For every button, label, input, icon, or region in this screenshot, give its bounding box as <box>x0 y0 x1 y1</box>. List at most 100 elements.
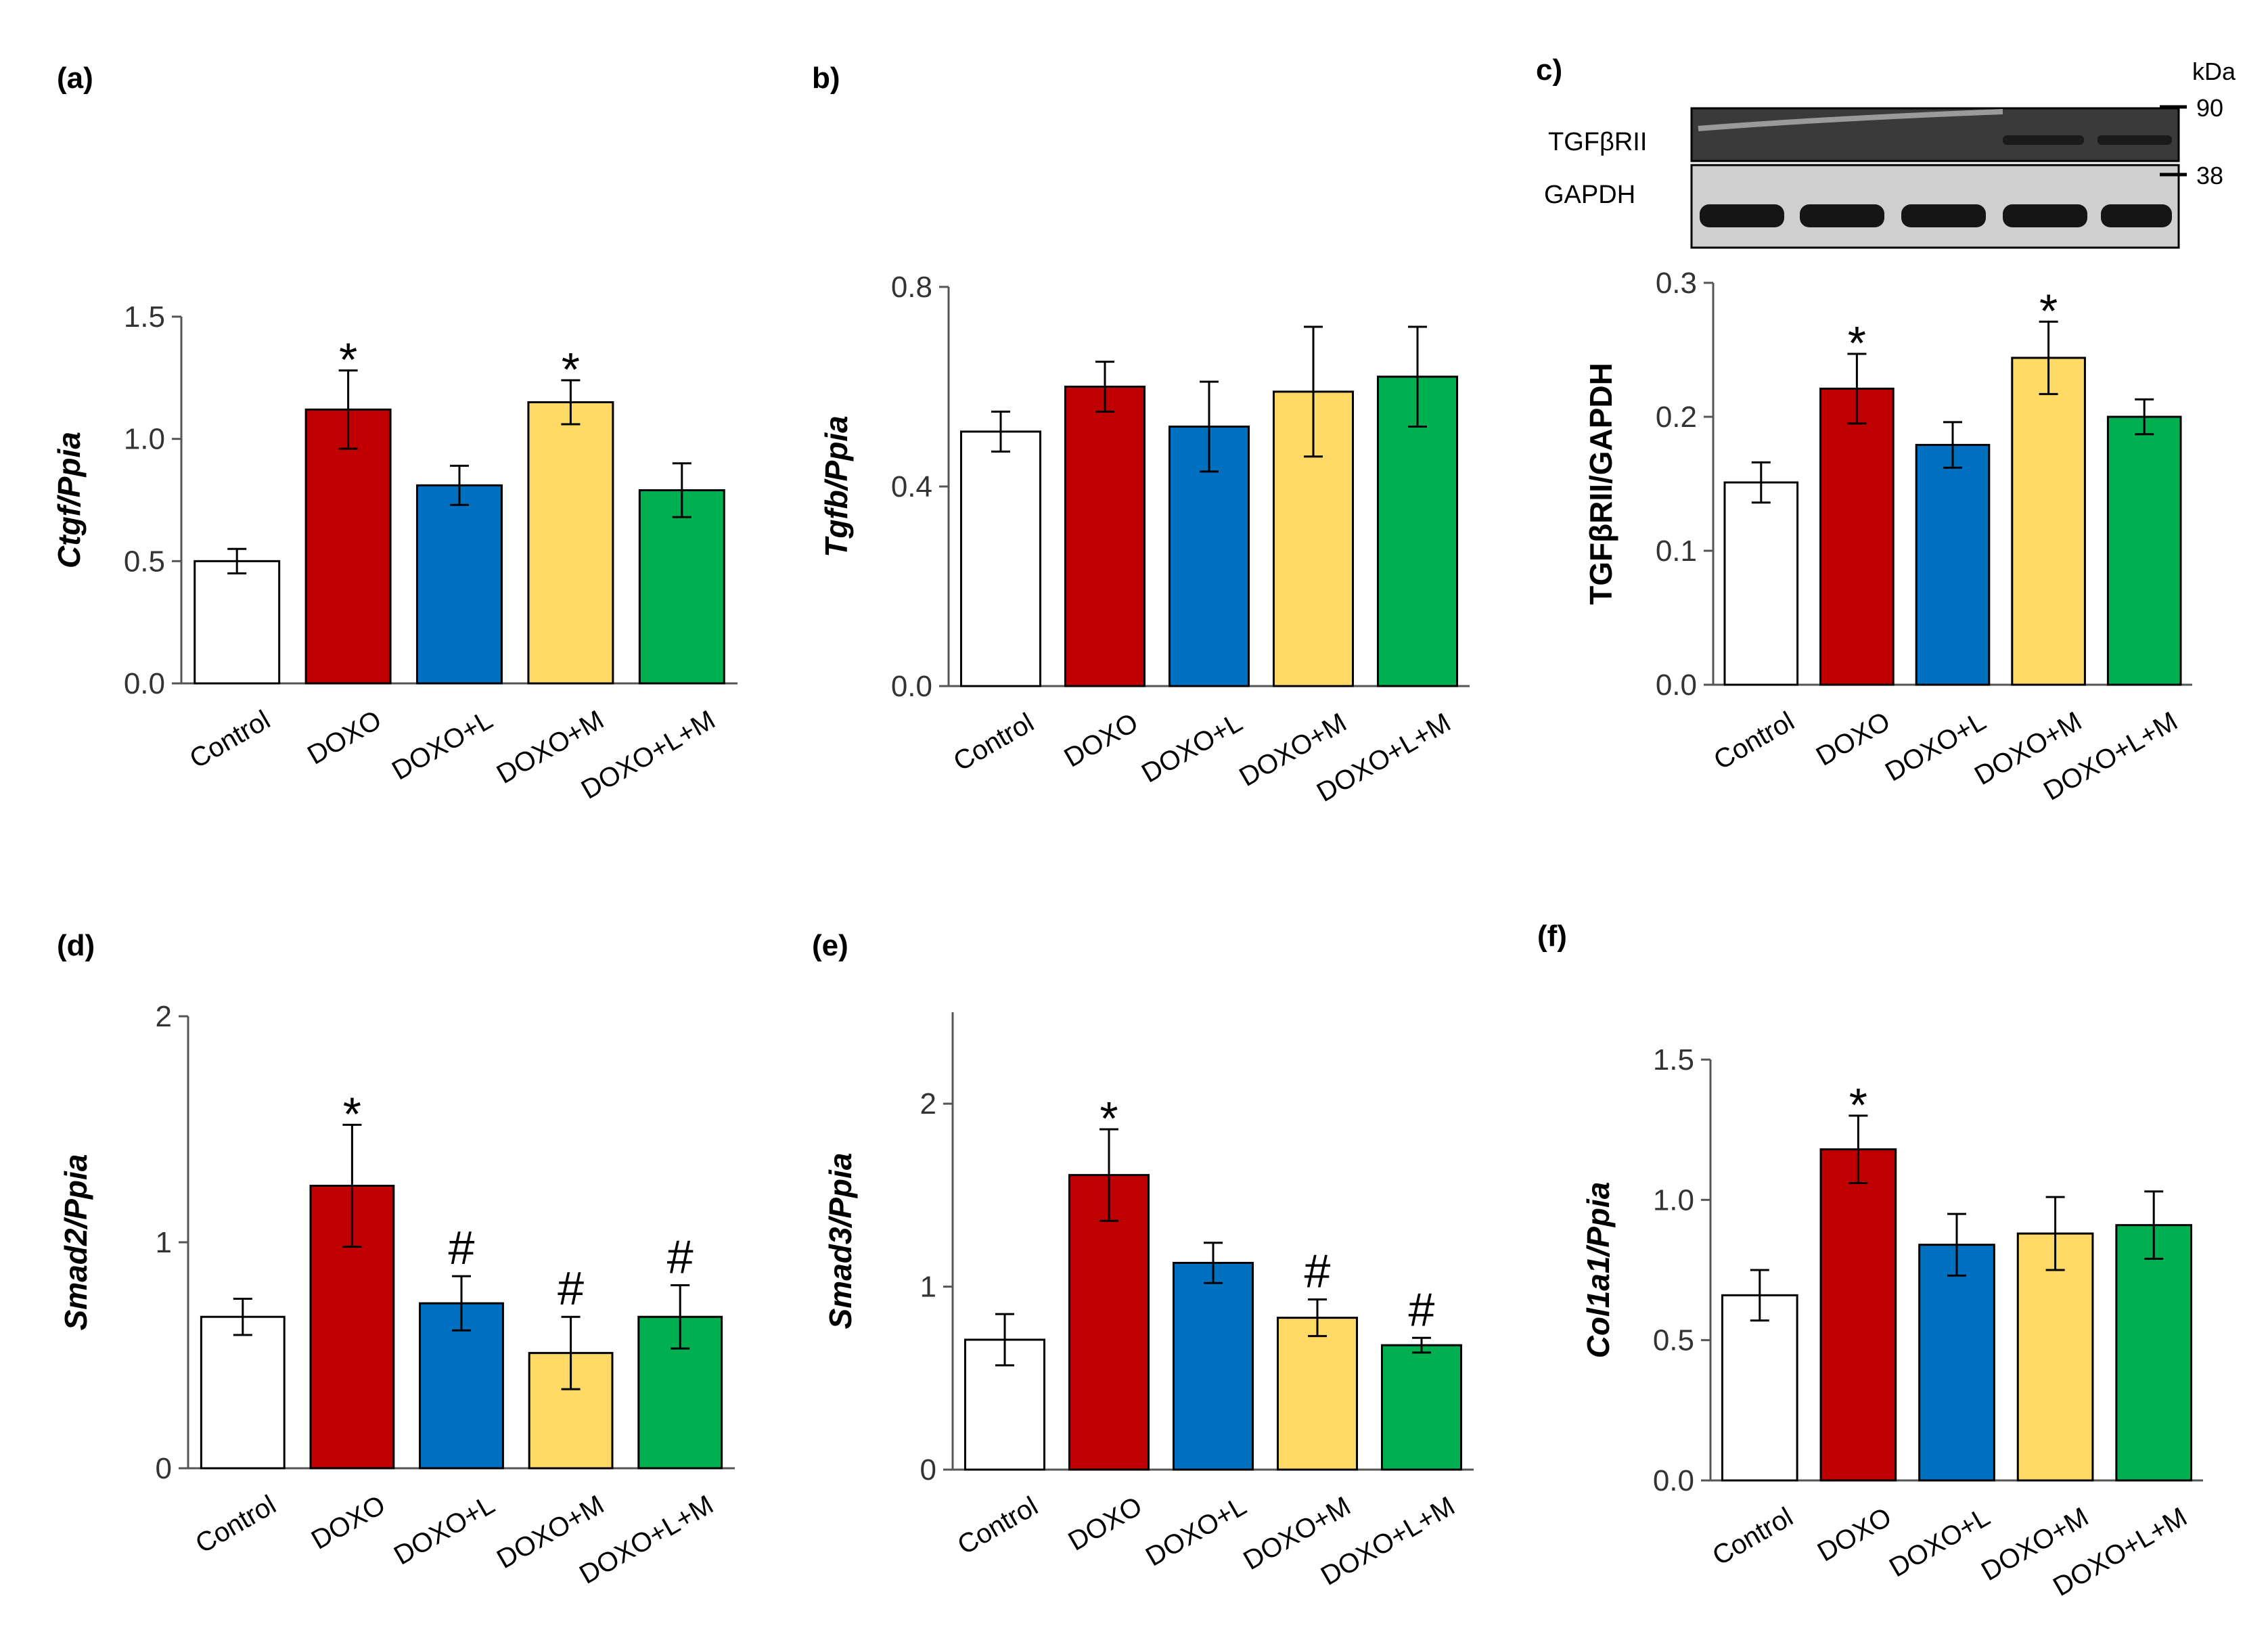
y-axis-title: Smad2/Ppia <box>58 1154 93 1331</box>
blot-band <box>1700 204 1784 227</box>
y-tick-label: 1.0 <box>1653 1183 1694 1217</box>
y-tick-label: 0 <box>156 1452 172 1485</box>
bar-doxo-plus-l-plus-m <box>2106 415 2182 686</box>
x-category-label: DOXO+L <box>1884 1502 1995 1583</box>
blot-bands-tgfbrii <box>2003 135 2172 145</box>
x-category-label: Control <box>1708 1502 1798 1572</box>
x-category-label: DOXO+L <box>389 1490 500 1571</box>
blot-band <box>1800 204 1884 227</box>
significance-star: * <box>2039 284 2058 337</box>
panel-label: (a) <box>57 62 93 95</box>
y-tick-label: 0.0 <box>891 670 932 703</box>
significance-star: * <box>1849 1079 1867 1131</box>
y-tick-label: 0.5 <box>124 545 165 578</box>
x-category-label: Control <box>949 708 1039 777</box>
bar-doxo-plus-l <box>1918 1244 1995 1482</box>
blot-band-label-tgfbrii: TGFβRII <box>1548 128 1647 156</box>
chart-panel-5: (e)012Smad3/PpiaControl*DOXODOXO+L#DOXO+… <box>812 929 1474 1591</box>
bar-doxo-plus-m <box>2016 1232 2094 1482</box>
y-tick-label: 0.2 <box>1656 401 1697 434</box>
y-tick-label: 0.0 <box>1656 668 1697 702</box>
significance-hash: # <box>1305 1245 1331 1298</box>
y-tick-label: 0.1 <box>1656 535 1697 568</box>
blot-band-label-gapdh: GAPDH <box>1544 181 1635 209</box>
bar-doxo-plus-m <box>2011 357 2086 686</box>
bar-doxo <box>1819 387 1895 686</box>
blot-band <box>1901 204 1986 227</box>
y-tick-label: 1 <box>920 1271 936 1304</box>
y-tick-label: 0 <box>920 1453 936 1487</box>
bar-doxo <box>304 408 392 685</box>
y-tick-label: 0.8 <box>891 271 932 304</box>
blot-band <box>2097 135 2172 145</box>
marker-38-label: 38 <box>2196 162 2223 189</box>
x-category-label: Control <box>953 1491 1043 1561</box>
panel-label: (e) <box>812 929 848 962</box>
western-blot: kDa TGFβRII 90 GAPDH 38 <box>1544 58 2236 249</box>
y-tick-label: 1.0 <box>124 423 165 456</box>
x-category-label: DOXO <box>302 705 386 771</box>
chart-panel-6: (f)0.00.51.01.5Col1a1/PpiaControl*DOXODO… <box>1537 920 2203 1602</box>
x-category-label: Control <box>191 1490 281 1560</box>
y-tick-label: 1 <box>156 1226 172 1259</box>
kda-unit-label: kDa <box>2192 58 2236 85</box>
bar-control <box>1723 481 1799 686</box>
y-tick-label: 2 <box>156 1000 172 1033</box>
significance-star: * <box>1848 317 1866 369</box>
y-axis-title: Col1a1/Ppia <box>1581 1182 1616 1359</box>
significance-hash: # <box>558 1262 584 1315</box>
bar-control <box>194 560 281 685</box>
blot-band <box>2101 204 2172 227</box>
bar-doxo <box>1064 386 1146 687</box>
panel-label: c) <box>1536 53 1562 87</box>
y-tick-label: 1.5 <box>1653 1043 1694 1076</box>
y-tick-label: 0.4 <box>891 470 932 503</box>
y-tick-label: 0.0 <box>1653 1464 1694 1497</box>
x-category-label: DOXO+L <box>1137 708 1248 789</box>
significance-hash: # <box>667 1230 694 1283</box>
y-tick-label: 0.3 <box>1656 267 1697 300</box>
bar-doxo <box>1068 1174 1150 1471</box>
significance-hash: # <box>449 1221 475 1274</box>
y-tick-label: 1.5 <box>124 300 165 334</box>
marker-90-label: 90 <box>2196 94 2223 122</box>
blot-streak <box>1698 109 2003 131</box>
significance-star: * <box>562 343 580 396</box>
y-axis-title: Smad3/Ppia <box>823 1153 858 1330</box>
panel-label: (d) <box>57 929 95 962</box>
bar-doxo-plus-l-plus-m <box>2115 1224 2193 1482</box>
y-tick-label: 2 <box>920 1087 936 1120</box>
x-category-label: DOXO <box>1063 1491 1147 1557</box>
blot-bands-gapdh <box>1700 204 2172 227</box>
bar-doxo-plus-l <box>1915 444 1991 686</box>
bar-doxo-plus-l-plus-m <box>1376 376 1459 687</box>
x-category-label: DOXO+L <box>387 705 498 786</box>
y-tick-label: 0.5 <box>1653 1324 1694 1357</box>
blot-band <box>2003 204 2087 227</box>
chart-panel-1: (a) 0.0 0.5 1.0 1.5 Ctgf/Ppia Control * DOXO DOXO… <box>51 62 738 805</box>
chart-panel-4: (d)012Smad2/PpiaControl*DOXO#DOXO+L#DOXO… <box>57 929 735 1590</box>
significance-star: * <box>1099 1092 1118 1145</box>
panel-label: (f) <box>1537 920 1567 953</box>
significance-star: * <box>339 333 357 386</box>
significance-hash: # <box>1409 1283 1435 1336</box>
y-tick-label: 0.0 <box>124 667 165 700</box>
bar-doxo-plus-l-plus-m <box>638 489 725 685</box>
panel-label: b) <box>812 62 840 95</box>
blot-band <box>2003 135 2084 145</box>
bar-control <box>959 430 1042 687</box>
x-category-label: DOXO+L <box>1141 1491 1252 1572</box>
bar-control <box>200 1315 286 1470</box>
x-category-label: DOXO <box>1059 708 1143 773</box>
bar-doxo-plus-l <box>416 484 503 685</box>
bar-doxo-plus-m <box>527 401 614 685</box>
y-axis-title: Tgfb/Ppia <box>819 415 854 558</box>
significance-star: * <box>343 1087 361 1140</box>
bar-doxo-plus-l-plus-m <box>1380 1344 1463 1471</box>
y-axis-title: TGFβRII/GAPDH <box>1583 363 1618 605</box>
bar-control <box>1721 1294 1798 1482</box>
x-category-label: DOXO+L <box>1880 706 1991 788</box>
bar-doxo-plus-l <box>1172 1261 1254 1471</box>
